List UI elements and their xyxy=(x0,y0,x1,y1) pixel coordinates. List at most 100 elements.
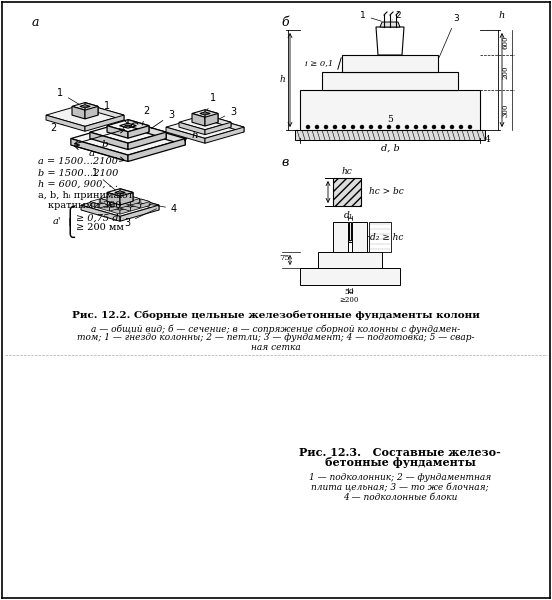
Circle shape xyxy=(387,125,391,129)
Polygon shape xyxy=(110,202,119,208)
Text: 1: 1 xyxy=(57,88,83,106)
Text: а — общий вид; б — сечение; в — сопряжение сборной колонны с фундамен-: а — общий вид; б — сечение; в — сопряжен… xyxy=(92,324,460,334)
Polygon shape xyxy=(349,223,351,241)
Circle shape xyxy=(468,125,472,129)
Polygon shape xyxy=(318,252,382,268)
Polygon shape xyxy=(121,205,130,211)
Polygon shape xyxy=(120,208,129,214)
Text: d₂ ≥ hc: d₂ ≥ hc xyxy=(370,232,404,241)
Text: 75: 75 xyxy=(279,254,290,262)
Text: Рис. 12.2. Сборные цельные железобетонные фундаменты колони: Рис. 12.2. Сборные цельные железобетонны… xyxy=(72,310,480,320)
Polygon shape xyxy=(121,196,140,201)
Text: hc > bc: hc > bc xyxy=(369,187,404,196)
Polygon shape xyxy=(100,199,110,205)
Polygon shape xyxy=(111,205,129,210)
Polygon shape xyxy=(120,202,129,208)
Polygon shape xyxy=(192,110,218,117)
Circle shape xyxy=(369,125,373,129)
Polygon shape xyxy=(100,205,110,211)
Polygon shape xyxy=(72,106,85,119)
Polygon shape xyxy=(349,222,351,240)
Text: 600: 600 xyxy=(502,35,510,49)
Text: а': а' xyxy=(53,217,61,226)
Circle shape xyxy=(405,125,409,129)
Polygon shape xyxy=(128,119,149,132)
Polygon shape xyxy=(81,205,120,221)
Text: hc: hc xyxy=(342,166,352,175)
Text: бетонные фундаменты: бетонные фундаменты xyxy=(325,457,475,469)
Text: 1: 1 xyxy=(206,93,216,112)
Text: h: h xyxy=(499,10,505,19)
Polygon shape xyxy=(128,121,166,139)
Polygon shape xyxy=(132,202,141,208)
Text: а: а xyxy=(88,149,94,158)
Text: 5: 5 xyxy=(387,115,393,124)
Text: а = 1500…2100: а = 1500…2100 xyxy=(38,157,118,166)
Polygon shape xyxy=(120,199,129,205)
Text: 1 — подколонник; 2 — фундаментная: 1 — подколонник; 2 — фундаментная xyxy=(309,473,491,482)
Polygon shape xyxy=(205,116,244,132)
Polygon shape xyxy=(166,127,205,143)
Text: h = 600, 900, . .: h = 600, 900, . . xyxy=(38,179,118,188)
Text: b: b xyxy=(101,140,108,149)
Polygon shape xyxy=(295,130,485,140)
Polygon shape xyxy=(333,222,348,252)
Text: 2: 2 xyxy=(51,123,63,133)
Polygon shape xyxy=(132,199,150,204)
Text: b = 1500…2100: b = 1500…2100 xyxy=(38,169,118,178)
Text: 3: 3 xyxy=(124,209,156,227)
Polygon shape xyxy=(120,205,159,221)
Polygon shape xyxy=(115,191,125,194)
Polygon shape xyxy=(205,127,244,143)
Polygon shape xyxy=(376,27,404,55)
Text: ⎩: ⎩ xyxy=(64,218,77,238)
Polygon shape xyxy=(380,22,400,27)
Text: 1: 1 xyxy=(360,11,381,21)
Polygon shape xyxy=(200,112,210,115)
Polygon shape xyxy=(85,104,124,120)
Polygon shape xyxy=(85,115,124,131)
Text: плита цельная; 3 — то же блочная;: плита цельная; 3 — то же блочная; xyxy=(311,484,489,493)
Text: а, b, hᵢ принимают: а, b, hᵢ принимают xyxy=(38,191,133,200)
Circle shape xyxy=(306,125,310,129)
Polygon shape xyxy=(128,125,149,138)
Polygon shape xyxy=(141,202,150,208)
Text: 2: 2 xyxy=(142,106,150,125)
Polygon shape xyxy=(166,116,244,139)
Polygon shape xyxy=(128,122,185,145)
Polygon shape xyxy=(111,193,129,198)
Text: 3: 3 xyxy=(220,107,236,118)
Polygon shape xyxy=(71,139,128,161)
Polygon shape xyxy=(322,72,458,90)
Polygon shape xyxy=(130,202,140,208)
Circle shape xyxy=(333,125,337,129)
Polygon shape xyxy=(333,178,361,206)
Polygon shape xyxy=(128,139,185,161)
Circle shape xyxy=(450,125,454,129)
Polygon shape xyxy=(121,199,130,205)
Text: d, b: d, b xyxy=(381,143,400,152)
Text: ⎧: ⎧ xyxy=(64,206,77,226)
Polygon shape xyxy=(120,123,136,128)
Polygon shape xyxy=(46,104,124,127)
Text: h: h xyxy=(279,76,285,85)
Circle shape xyxy=(324,125,328,129)
Polygon shape xyxy=(205,113,218,126)
Circle shape xyxy=(342,125,346,129)
Circle shape xyxy=(360,125,364,129)
Text: ная сетка: ная сетка xyxy=(251,343,301,352)
Polygon shape xyxy=(205,122,231,134)
Circle shape xyxy=(432,125,436,129)
Polygon shape xyxy=(46,115,85,131)
Polygon shape xyxy=(352,222,367,252)
Polygon shape xyxy=(120,194,159,210)
Polygon shape xyxy=(85,106,98,119)
Text: 50: 50 xyxy=(344,288,354,296)
Polygon shape xyxy=(204,113,206,114)
Text: i ≥ 0,1: i ≥ 0,1 xyxy=(305,59,333,67)
Polygon shape xyxy=(369,222,391,252)
Polygon shape xyxy=(120,188,133,201)
Polygon shape xyxy=(130,196,140,202)
Circle shape xyxy=(396,125,400,129)
Polygon shape xyxy=(300,268,400,285)
